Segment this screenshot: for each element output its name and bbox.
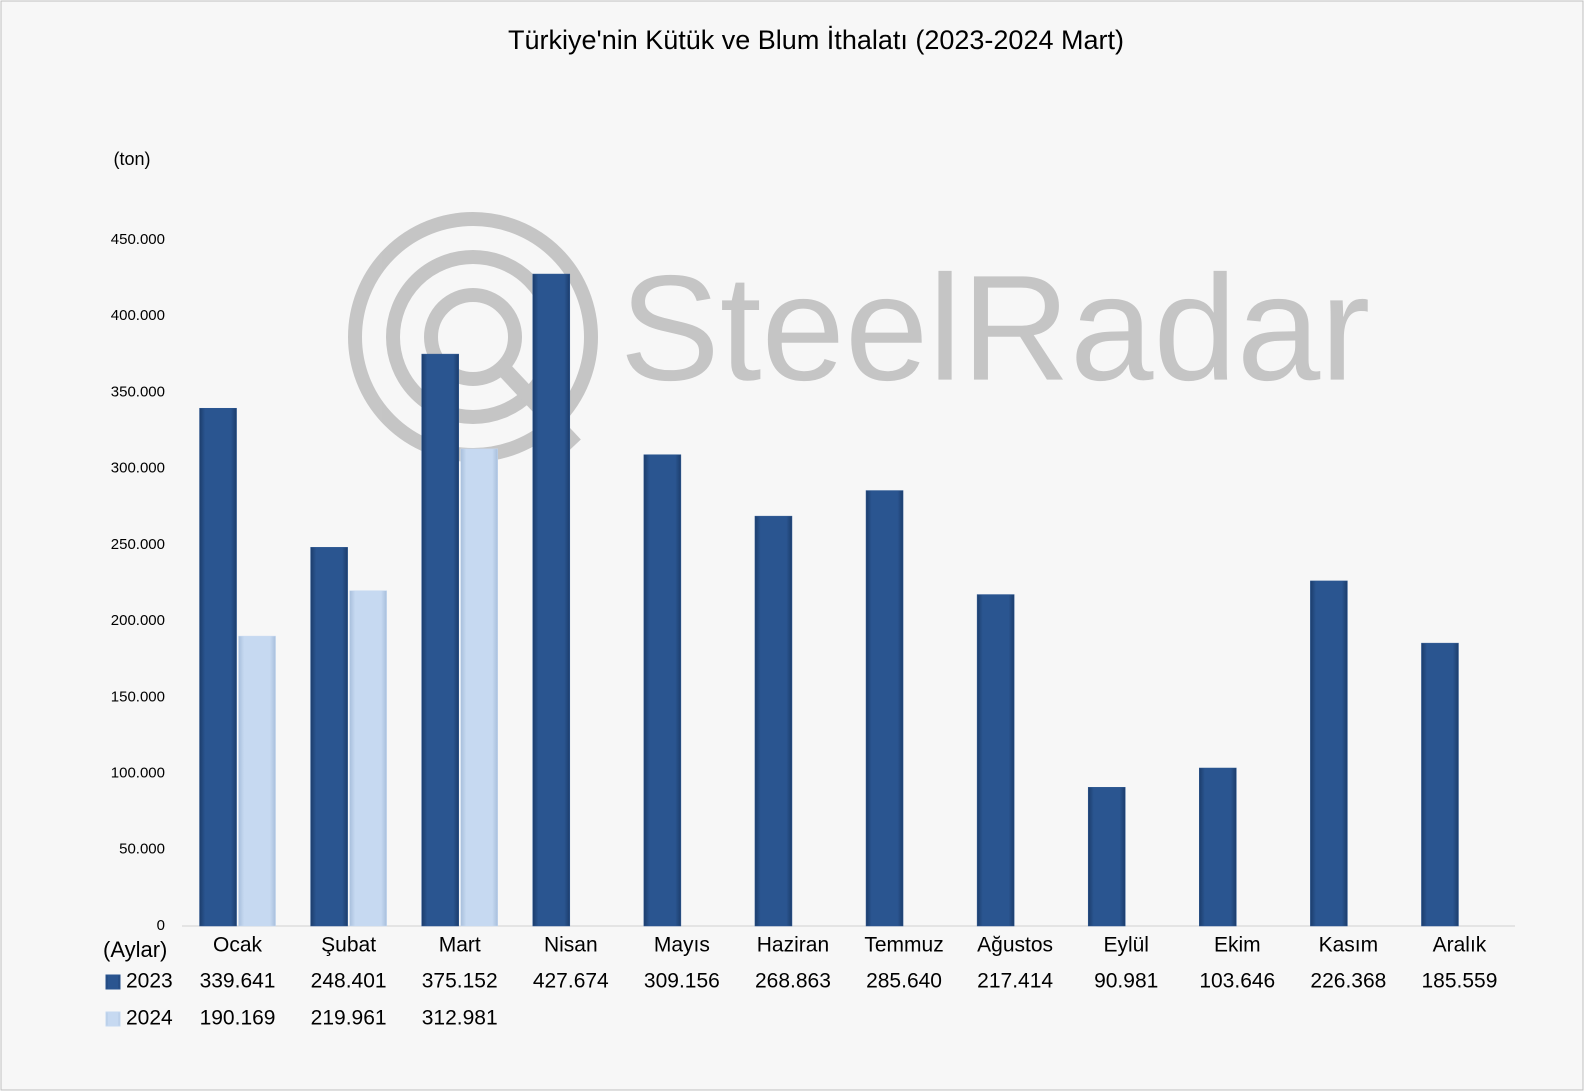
chart-title: Türkiye'nin Kütük ve Blum İthalatı (2023…	[508, 24, 1124, 55]
y-tick-label: 0	[157, 917, 165, 934]
bar	[460, 448, 498, 927]
y-tick-label: 200.000	[111, 612, 165, 629]
bar	[310, 547, 348, 927]
bar	[1199, 767, 1237, 927]
table-value: 268.863	[755, 970, 831, 993]
x-tick-label: Aralık	[1433, 934, 1487, 957]
table-value: 219.961	[311, 1007, 387, 1030]
x-tick-label: Temmuz	[864, 934, 943, 957]
table-value: 375.152	[422, 970, 498, 993]
table-value: 217.414	[977, 970, 1053, 993]
x-tick-label: Haziran	[757, 934, 829, 957]
bar	[199, 407, 237, 927]
x-tick-label: Ocak	[213, 934, 263, 957]
y-tick-label: 300.000	[111, 460, 165, 477]
x-tick-label: Şubat	[321, 934, 376, 957]
bar	[532, 273, 571, 927]
bar	[976, 594, 1015, 927]
table-value: 312.981	[422, 1007, 498, 1030]
table-value: 226.368	[1310, 970, 1386, 993]
bar	[754, 515, 793, 927]
y-tick-label: 150.000	[111, 688, 165, 705]
watermark: SteelRadar	[620, 244, 1370, 412]
y-tick-label: 250.000	[111, 536, 165, 553]
legend-label: 2024	[126, 1007, 173, 1030]
x-tick-label: Eylül	[1103, 934, 1149, 957]
bar	[1310, 580, 1348, 927]
table-value: 285.640	[866, 970, 942, 993]
bar	[865, 490, 904, 927]
y-tick-label: 350.000	[111, 383, 165, 400]
x-tick-label: Ağustos	[977, 934, 1053, 957]
table-value: 90.981	[1094, 970, 1158, 993]
x-tick-label: Mayıs	[654, 934, 710, 957]
table-value: 427.674	[533, 970, 609, 993]
y-tick-label: 450.000	[111, 231, 165, 248]
bar	[349, 590, 387, 927]
table-value: 103.646	[1199, 970, 1275, 993]
x-tick-label: Mart	[439, 934, 481, 957]
table-value: 190.169	[200, 1007, 276, 1030]
legend-label: 2023	[126, 970, 173, 993]
x-axis-label: (Aylar)	[103, 937, 167, 962]
table-value: 185.559	[1421, 970, 1497, 993]
x-tick-label: Kasım	[1319, 934, 1379, 957]
bar	[1087, 787, 1126, 927]
x-tick-label: Nisan	[544, 934, 598, 957]
bar	[643, 454, 682, 927]
y-tick-label: 50.000	[119, 841, 165, 858]
table-value: 309.156	[644, 970, 720, 993]
table-value: 248.401	[311, 970, 387, 993]
table-value: 339.641	[200, 970, 276, 993]
y-tick-label: 400.000	[111, 307, 165, 324]
bar	[421, 353, 459, 927]
bar	[238, 635, 276, 927]
bar	[1421, 642, 1459, 927]
y-axis-label: (ton)	[113, 149, 150, 169]
legend-swatch	[105, 1011, 121, 1027]
legend-swatch	[105, 974, 121, 990]
x-tick-label: Ekim	[1214, 934, 1261, 957]
y-tick-label: 100.000	[111, 765, 165, 782]
